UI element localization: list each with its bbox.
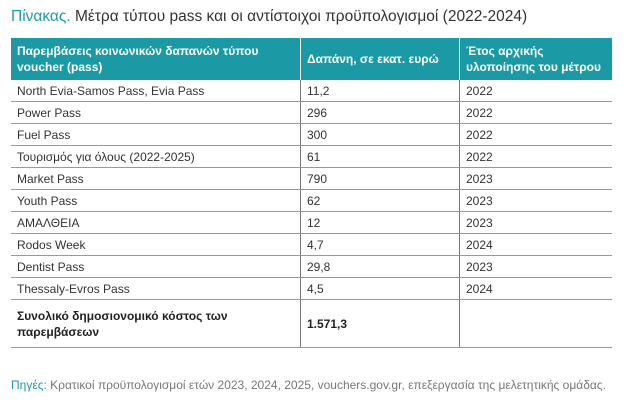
cell-cost: 11,2 bbox=[300, 80, 460, 102]
table-row: Fuel Pass 300 2022 bbox=[11, 123, 612, 146]
cell-year: 2023 bbox=[459, 211, 612, 234]
table-row: ΑΜΑΛΘΕΙΑ 12 2023 bbox=[11, 211, 612, 234]
cell-cost: 300 bbox=[300, 123, 460, 146]
cell-measure: Dentist Pass bbox=[11, 255, 301, 278]
total-row: Συνολικό δημοσιονομικό κόστος των παρεμβ… bbox=[11, 299, 612, 348]
sources-label: Πηγές: bbox=[11, 378, 47, 392]
header-measure: Παρεμβάσεις κοινωνικών δαπανών τύπου vou… bbox=[11, 38, 301, 80]
header-year: Έτος αρχικής υλοποίησης του μέτρου bbox=[459, 38, 612, 80]
total-value: 1.571,3 bbox=[300, 299, 460, 348]
cell-measure: North Evia-Samos Pass, Evia Pass bbox=[11, 80, 301, 102]
cell-measure: Τουρισμός για όλους (2022-2025) bbox=[11, 145, 301, 168]
cell-cost: 296 bbox=[300, 101, 460, 124]
header-cost: Δαπάνη, σε εκατ. ευρώ bbox=[300, 38, 460, 80]
header-row: Παρεμβάσεις κοινωνικών δαπανών τύπου vou… bbox=[11, 38, 612, 80]
title-text: Μέτρα τύπου pass και οι αντίστοιχοι προϋ… bbox=[74, 8, 528, 25]
cell-measure: Thessaly-Evros Pass bbox=[11, 277, 301, 300]
total-label: Συνολικό δημοσιονομικό κόστος των παρεμβ… bbox=[11, 299, 301, 348]
cell-cost: 29,8 bbox=[300, 255, 460, 278]
table-title: Πίνακας. Μέτρα τύπου pass και οι αντίστο… bbox=[11, 8, 527, 26]
cell-cost: 4,7 bbox=[300, 233, 460, 256]
cell-year: 2022 bbox=[459, 145, 612, 168]
title-label: Πίνακας. bbox=[11, 8, 71, 25]
cell-measure: Youth Pass bbox=[11, 189, 301, 212]
sources-note: Πηγές: Κρατικοί προϋπολογισμοί ετών 2023… bbox=[11, 377, 611, 394]
cell-year: 2024 bbox=[459, 233, 612, 256]
cell-measure: Rodos Week bbox=[11, 233, 301, 256]
table-row: North Evia-Samos Pass, Evia Pass 11,2 2022 bbox=[11, 80, 612, 102]
cell-year: 2024 bbox=[459, 277, 612, 300]
sources-text: Κρατικοί προϋπολογισμοί ετών 2023, 2024,… bbox=[46, 378, 606, 392]
cell-cost: 12 bbox=[300, 211, 460, 234]
table-row: Market Pass 790 2023 bbox=[11, 167, 612, 190]
cell-year: 2022 bbox=[459, 101, 612, 124]
cell-measure: Power Pass bbox=[11, 101, 301, 124]
cell-cost: 4,5 bbox=[300, 277, 460, 300]
table-row: Dentist Pass 29,8 2023 bbox=[11, 255, 612, 278]
cell-year: 2023 bbox=[459, 167, 612, 190]
table-row: Youth Pass 62 2023 bbox=[11, 189, 612, 212]
table-row: Power Pass 296 2022 bbox=[11, 101, 612, 124]
pass-measures-table: Παρεμβάσεις κοινωνικών δαπανών τύπου vou… bbox=[11, 38, 612, 348]
cell-measure: ΑΜΑΛΘΕΙΑ bbox=[11, 211, 301, 234]
cell-cost: 62 bbox=[300, 189, 460, 212]
total-year bbox=[459, 299, 612, 348]
table-row: Thessaly-Evros Pass 4,5 2024 bbox=[11, 277, 612, 300]
cell-measure: Market Pass bbox=[11, 167, 301, 190]
cell-year: 2023 bbox=[459, 189, 612, 212]
cell-year: 2022 bbox=[459, 80, 612, 102]
cell-year: 2023 bbox=[459, 255, 612, 278]
table-row: Τουρισμός για όλους (2022-2025) 61 2022 bbox=[11, 145, 612, 168]
cell-year: 2022 bbox=[459, 123, 612, 146]
cell-cost: 61 bbox=[300, 145, 460, 168]
table-row: Rodos Week 4,7 2024 bbox=[11, 233, 612, 256]
cell-cost: 790 bbox=[300, 167, 460, 190]
cell-measure: Fuel Pass bbox=[11, 123, 301, 146]
